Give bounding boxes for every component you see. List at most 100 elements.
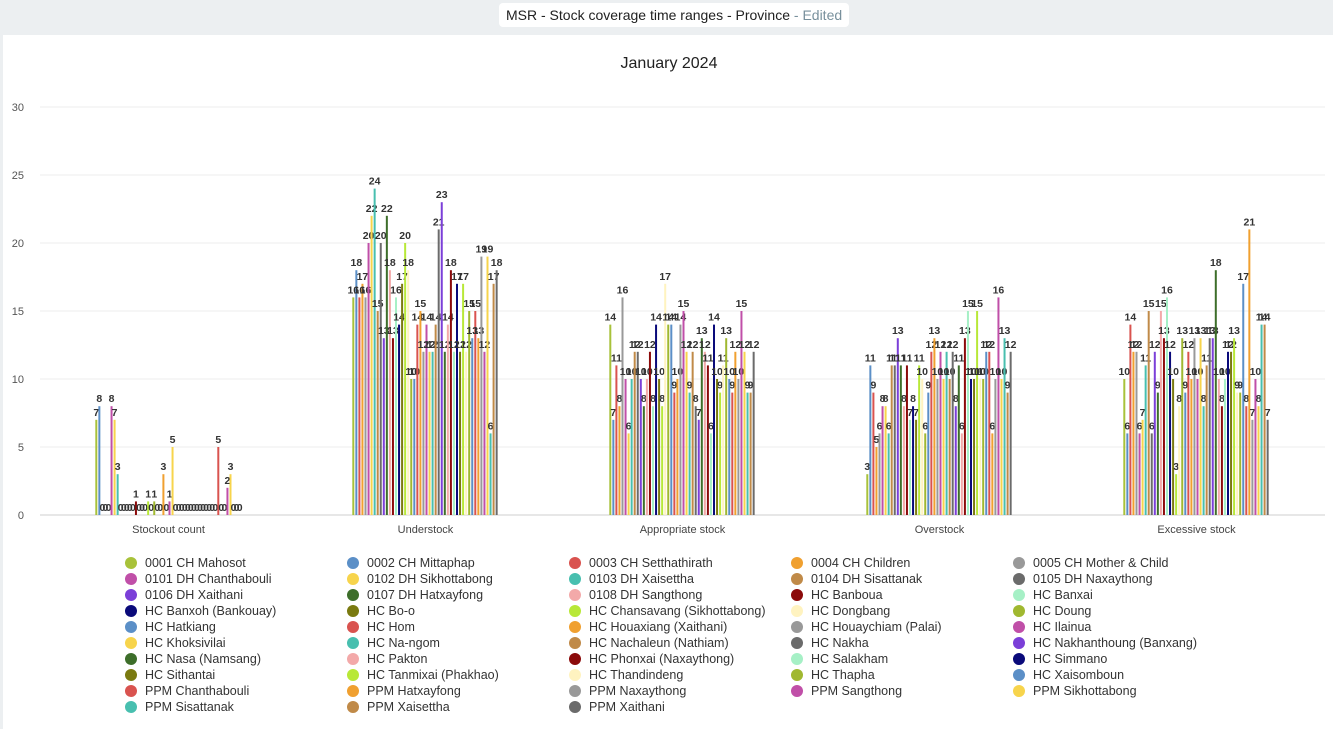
legend-item[interactable]: 0003 CH Setthathirath [569, 555, 713, 571]
bar[interactable] [217, 447, 220, 515]
bar[interactable] [1257, 406, 1260, 515]
bar[interactable] [492, 283, 495, 515]
bar[interactable] [1172, 379, 1175, 515]
bar[interactable] [658, 379, 661, 515]
bar[interactable] [939, 351, 942, 515]
bar[interactable] [425, 324, 428, 515]
bar[interactable] [725, 338, 728, 515]
legend-item[interactable]: 0005 CH Mother & Child [1013, 555, 1168, 571]
bar[interactable] [924, 433, 927, 515]
bar[interactable] [872, 392, 875, 515]
legend-item[interactable]: HC Thandindeng [569, 667, 683, 683]
bar[interactable] [722, 365, 725, 515]
bar[interactable] [1266, 419, 1269, 515]
bar[interactable] [1003, 338, 1006, 515]
bar[interactable] [1129, 324, 1132, 515]
legend-item[interactable]: 0108 DH Sangthong [569, 587, 702, 603]
legend-item[interactable]: 0107 DH Hatxayfong [347, 587, 483, 603]
legend-item[interactable]: 0104 DH Sisattanak [791, 571, 922, 587]
bar[interactable] [1242, 283, 1245, 515]
bar[interactable] [480, 256, 483, 515]
bar[interactable] [890, 365, 893, 515]
bar[interactable] [927, 392, 930, 515]
bar[interactable] [697, 419, 700, 515]
bar[interactable] [226, 487, 229, 515]
bar[interactable] [615, 365, 618, 515]
bar[interactable] [147, 501, 150, 515]
legend-item[interactable]: 0105 DH Naxaythong [1013, 571, 1153, 587]
bar[interactable] [966, 311, 969, 515]
bar[interactable] [624, 379, 627, 515]
bar[interactable] [1214, 270, 1217, 515]
bar[interactable] [700, 338, 703, 515]
legend-item[interactable]: 0002 CH Mittaphap [347, 555, 475, 571]
bar[interactable] [918, 365, 921, 515]
bar[interactable] [866, 474, 869, 515]
bar[interactable] [489, 433, 492, 515]
bar[interactable] [988, 351, 991, 515]
bar[interactable] [740, 311, 743, 515]
bar[interactable] [1184, 392, 1187, 515]
bar[interactable] [361, 283, 364, 515]
legend-item[interactable]: 0001 CH Mahosot [125, 555, 246, 571]
legend-item[interactable]: HC Nasa (Namsang) [125, 651, 261, 667]
bar[interactable] [1166, 297, 1168, 515]
bar[interactable] [1144, 365, 1147, 515]
bar[interactable] [468, 311, 471, 515]
legend-item[interactable]: 0102 DH Sikhottabong [347, 571, 493, 587]
bar[interactable] [728, 379, 731, 515]
bar[interactable] [752, 351, 755, 515]
visualization-title[interactable]: MSR - Stock coverage time ranges - Provi… [499, 3, 850, 27]
legend-item[interactable]: HC Phonxai (Naxaythong) [569, 651, 734, 667]
bar[interactable] [352, 297, 355, 515]
bar[interactable] [428, 351, 431, 515]
bar[interactable] [899, 365, 902, 515]
bar[interactable] [495, 270, 498, 515]
bar[interactable] [881, 406, 884, 515]
legend-item[interactable]: PPM Sikhottabong [1013, 683, 1137, 699]
bar[interactable] [636, 351, 639, 515]
legend-item[interactable]: HC Banboua [791, 587, 883, 603]
legend-item[interactable]: PPM Xaithani [569, 699, 665, 715]
bar[interactable] [229, 474, 232, 515]
legend-item[interactable]: HC Dongbang [791, 603, 890, 619]
legend-item[interactable]: PPM Xaisettha [347, 699, 450, 715]
bar[interactable] [486, 256, 489, 515]
legend-item[interactable]: HC Nachaleun (Nathiam) [569, 635, 729, 651]
bar[interactable] [997, 297, 1000, 515]
bar[interactable] [171, 447, 174, 515]
bar[interactable] [1147, 311, 1150, 515]
bar[interactable] [446, 324, 449, 515]
bar[interactable] [905, 365, 908, 515]
bar[interactable] [746, 392, 749, 515]
bar[interactable] [379, 243, 382, 515]
bar[interactable] [970, 379, 972, 515]
bar[interactable] [982, 379, 985, 515]
legend-item[interactable]: HC Houaychiam (Palai) [791, 619, 942, 635]
legend-item[interactable]: HC Bo-o [347, 603, 415, 619]
bar[interactable] [963, 338, 966, 515]
bar[interactable] [153, 501, 156, 515]
bar[interactable] [1208, 338, 1211, 515]
bar[interactable] [676, 379, 679, 515]
bar[interactable] [483, 351, 486, 515]
bar[interactable] [431, 351, 434, 515]
bar[interactable] [465, 351, 468, 515]
bar[interactable] [694, 406, 697, 515]
bar[interactable] [716, 379, 719, 515]
legend-item[interactable]: PPM Sangthong [791, 683, 902, 699]
bar[interactable] [706, 365, 709, 515]
bar[interactable] [627, 433, 630, 515]
bar[interactable] [709, 433, 712, 515]
bar[interactable] [661, 406, 664, 515]
bar[interactable] [407, 270, 410, 515]
legend-item[interactable]: HC Houaxiang (Xaithani) [569, 619, 727, 635]
bar[interactable] [474, 311, 477, 515]
bar[interactable] [1178, 406, 1181, 515]
bar[interactable] [1000, 379, 1003, 515]
bar[interactable] [1199, 338, 1202, 515]
legend-item[interactable]: HC Banxoh (Bankouay) [125, 603, 276, 619]
bar[interactable] [1227, 351, 1229, 515]
bar[interactable] [719, 392, 722, 515]
bar[interactable] [422, 351, 425, 515]
